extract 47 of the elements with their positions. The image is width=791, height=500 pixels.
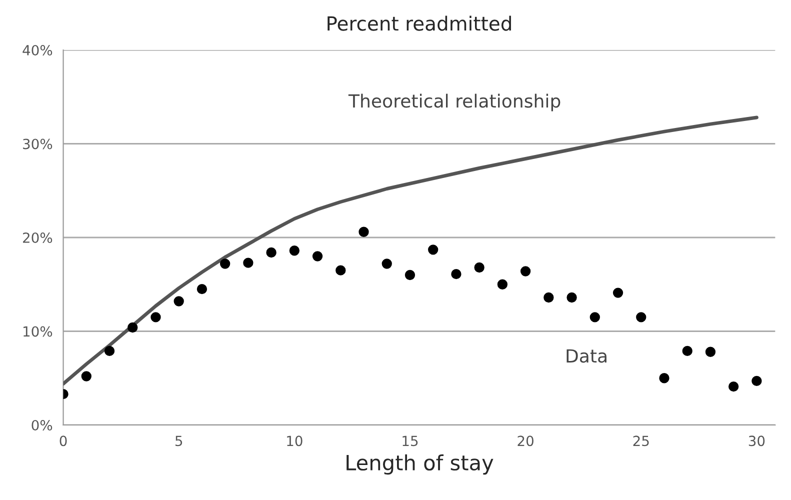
point [497,279,508,290]
y-tick-label: 10% [24,326,52,337]
text: Theoretical relationship [348,94,560,112]
point [682,346,692,356]
point [705,346,716,357]
x-tick-label: 0 [60,436,67,446]
x-tick-label: 15 [402,436,418,446]
x-tick-label: 25 [633,436,649,446]
point [752,376,762,386]
point [520,266,531,276]
point [474,262,484,273]
x-tick-label: 30 [748,436,765,446]
point [451,268,462,280]
point [612,288,624,298]
point [220,258,230,269]
x-tick-label: 20 [518,436,534,446]
point [243,258,254,268]
point [312,251,323,262]
point [544,292,554,303]
x-tick-label: 10 [287,436,302,446]
point [150,312,161,322]
point [382,258,392,269]
point [336,265,346,276]
x-axis-title: Length of stay [346,454,494,475]
y-tick-label: 30% [23,138,52,150]
point [104,346,115,356]
point [81,371,92,382]
point [174,296,184,306]
point [128,322,138,333]
point [428,244,438,255]
point [636,312,646,322]
point [289,246,300,256]
chart-title: Percent readmitted [328,16,511,31]
series-label: Data [566,349,606,363]
y-tick-label: 20% [23,232,52,243]
y-tick-label: 40% [22,44,52,56]
point [266,247,276,258]
point [404,270,416,280]
x-tick-label: 5 [176,436,182,446]
y-tick-label: 0% [32,420,52,430]
point [590,312,600,322]
line-series [63,116,758,386]
point [566,292,577,303]
point [659,373,670,384]
point [196,284,208,294]
point [358,226,369,237]
point [728,381,739,392]
